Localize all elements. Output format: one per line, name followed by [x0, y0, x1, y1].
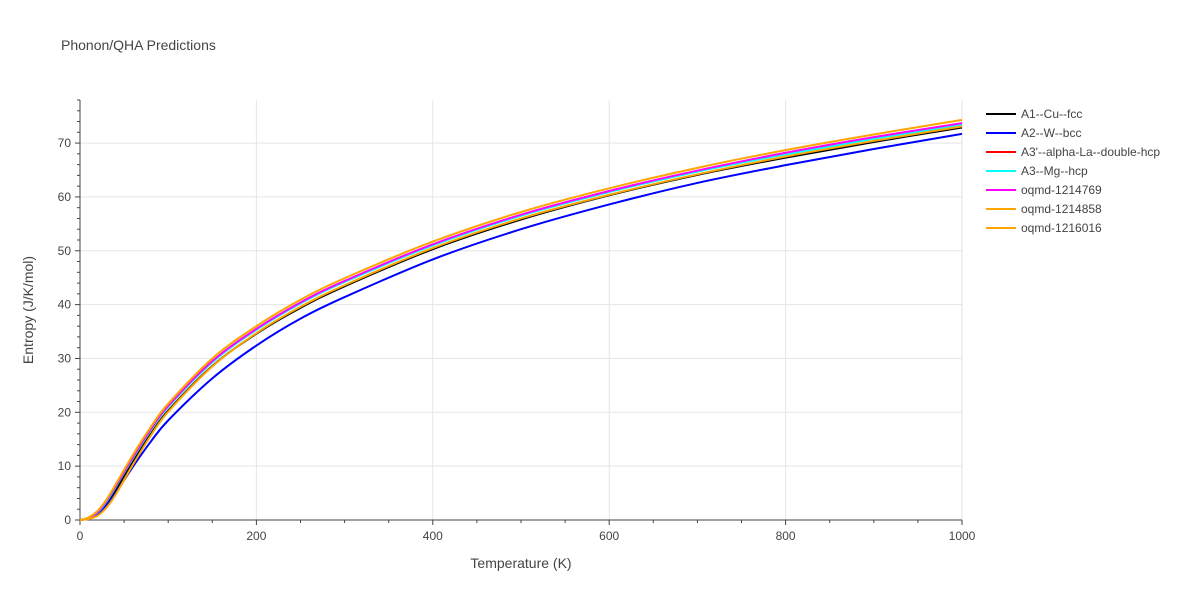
legend[interactable]: A1--Cu--fcc A2--W--bcc A3'--alpha-La--doub…	[986, 107, 1160, 235]
y-tick-label: 70	[58, 136, 72, 150]
legend-label: oqmd-1216016	[1021, 221, 1102, 235]
series-line-oqmd-1214858	[79, 125, 963, 521]
legend-label: A2--W--bcc	[1021, 126, 1081, 140]
series-line-a2-w-bcc	[79, 132, 963, 521]
legend-item-a2-w-bcc[interactable]: A2--W--bcc	[986, 126, 1081, 140]
y-tick-labels: 0 10 20 30 40 50 60 70	[58, 136, 72, 527]
series-line-a3-alpha-la-double-hcp	[79, 123, 963, 521]
series-line-a3-mg-hcp	[79, 123, 963, 521]
legend-item-a1-cu-fcc[interactable]: A1--Cu--fcc	[986, 107, 1082, 121]
legend-item-a3-mg-hcp[interactable]: A3--Mg--hcp	[986, 164, 1088, 178]
legend-label: A3--Mg--hcp	[1021, 164, 1088, 178]
legend-item-a3-alpha-la-double-hcp[interactable]: A3'--alpha-La--double-hcp	[986, 145, 1160, 159]
grid	[80, 100, 963, 520]
x-tick-labels: 0 200 400 600 800 1000	[77, 529, 976, 543]
legend-item-oqmd-1216016[interactable]: oqmd-1216016	[986, 221, 1102, 235]
x-tick-label: 1000	[949, 529, 976, 543]
chart-title: Phonon/QHA Predictions	[61, 37, 216, 53]
y-tick-label: 60	[58, 190, 72, 204]
series-line-oqmd-1216016	[79, 118, 963, 521]
y-tick-label: 30	[58, 351, 72, 365]
y-tick-label: 0	[64, 513, 71, 527]
x-tick-label: 400	[423, 529, 443, 543]
y-axis-title: Entropy (J/K/mol)	[20, 256, 36, 364]
legend-label: oqmd-1214858	[1021, 202, 1102, 216]
x-tick-label: 0	[77, 529, 84, 543]
x-tick-label: 600	[599, 529, 619, 543]
series-line-oqmd-1214769	[79, 122, 963, 521]
x-tick-label: 800	[776, 529, 796, 543]
legend-item-oqmd-1214769[interactable]: oqmd-1214769	[986, 183, 1102, 197]
x-tick-label: 200	[246, 529, 266, 543]
y-tick-label: 50	[58, 244, 72, 258]
legend-label: oqmd-1214769	[1021, 183, 1102, 197]
y-tick-label: 40	[58, 298, 72, 312]
y-tick-label: 20	[58, 405, 72, 419]
x-axis-title: Temperature (K)	[470, 555, 571, 571]
series-line-a1-cu-fcc	[79, 126, 963, 521]
legend-item-oqmd-1214858[interactable]: oqmd-1214858	[986, 202, 1102, 216]
legend-label: A3'--alpha-La--double-hcp	[1021, 145, 1160, 159]
legend-label: A1--Cu--fcc	[1021, 107, 1082, 121]
axes	[75, 99, 963, 525]
y-tick-label: 10	[58, 459, 72, 473]
series-layer	[79, 118, 963, 521]
